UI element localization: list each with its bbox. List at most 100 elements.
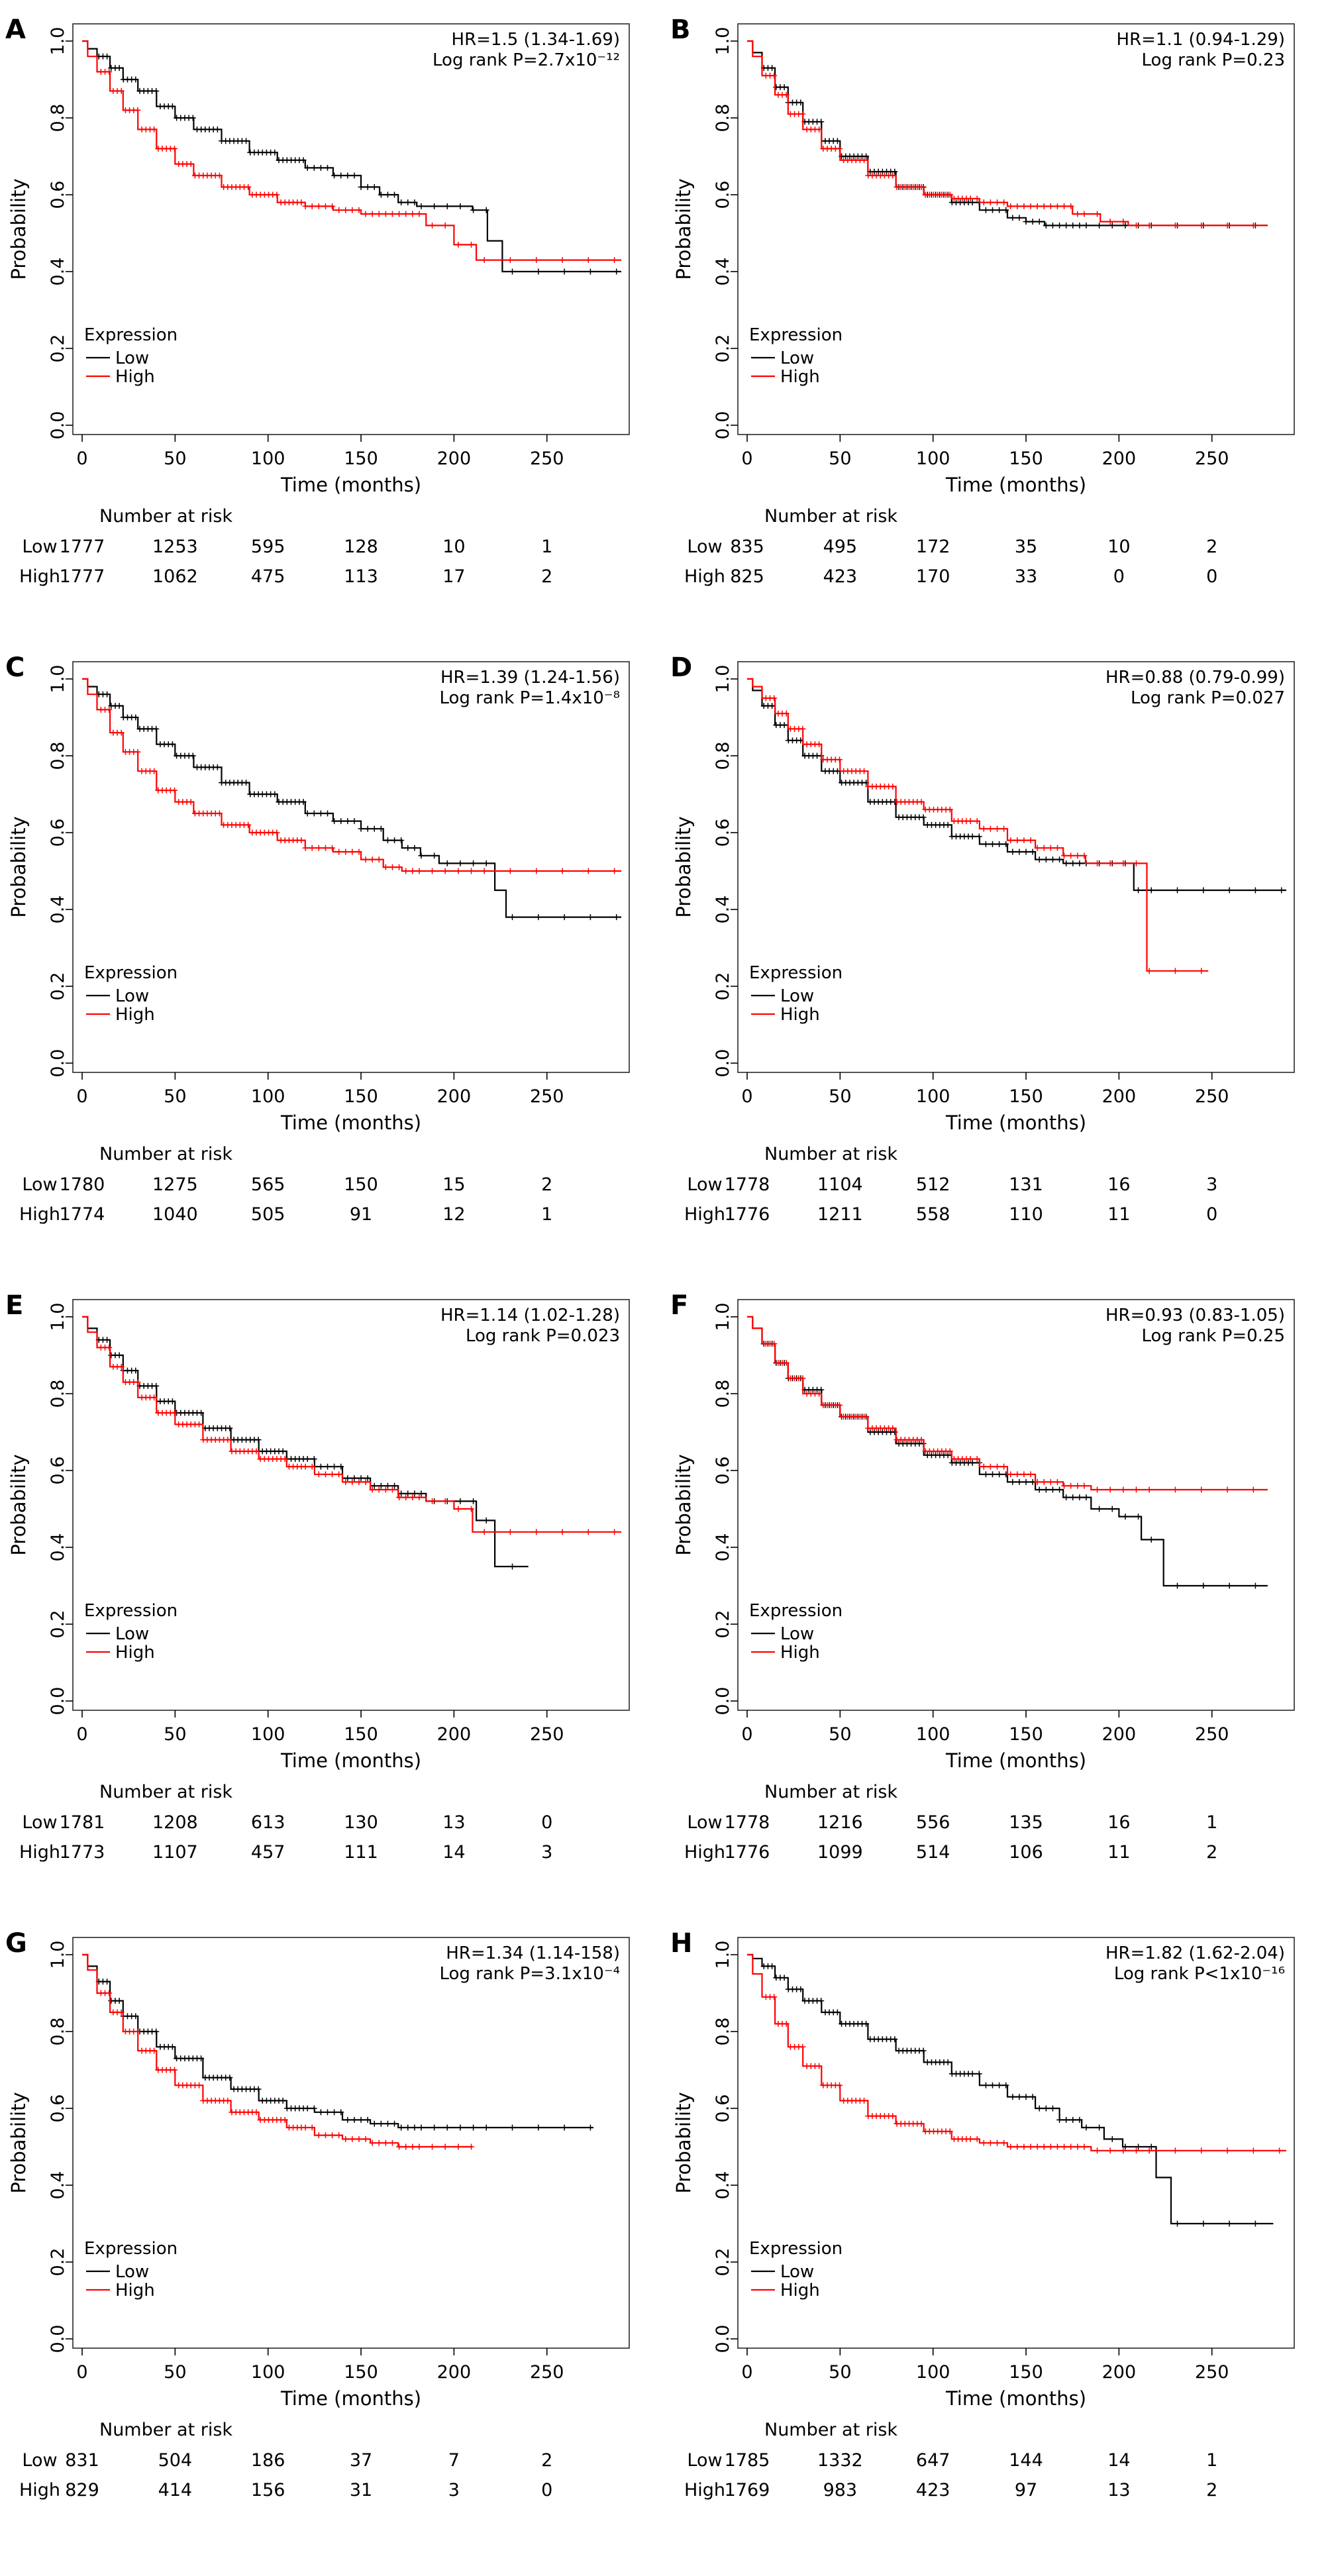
panel-C: C 0.0 0.2 0.4 0.6 0.8 1.0 Probability 0 50 100 150 2… <box>0 647 665 1273</box>
x-tick-label: 200 <box>437 1086 472 1107</box>
risk-value: 15 <box>442 1174 465 1195</box>
y-tick-label: 0.6 <box>48 181 68 209</box>
x-tick-label: 50 <box>829 1724 851 1745</box>
risk-value: 3 <box>448 2480 460 2500</box>
x-axis: 0 50 100 150 200 250 Time (months) <box>76 1710 564 1772</box>
x-tick-label: 250 <box>1195 1724 1229 1745</box>
x-tick-label: 0 <box>741 1724 752 1745</box>
censor-marks-high <box>762 1994 1283 2154</box>
x-axis-label: Time (months) <box>945 1749 1086 1772</box>
risk-value: 10 <box>1107 537 1130 557</box>
km-curve-low <box>82 1315 529 1568</box>
y-tick-label: 0.8 <box>713 1380 733 1408</box>
y-axis-label: Probability <box>672 816 695 917</box>
risk-value: 16 <box>1107 1174 1130 1195</box>
legend-title: Expression <box>749 325 843 345</box>
km-curve-high <box>747 678 1209 972</box>
km-curve-low <box>747 1315 1268 1587</box>
x-tick-label: 150 <box>344 448 378 469</box>
risk-value: 558 <box>916 1204 950 1225</box>
y-tick-label: 0.6 <box>713 181 733 209</box>
legend-label-low: Low <box>780 2262 814 2282</box>
y-tick-label: 0.4 <box>713 258 733 286</box>
logrank-text: Log rank P=0.027 <box>1131 688 1285 708</box>
risk-value: 1776 <box>725 1842 770 1863</box>
panel-A: A 0.0 0.2 0.4 0.6 0.8 1.0 Probability 0 50 100 150 2… <box>0 9 665 635</box>
risk-row-label: High <box>19 1842 60 1863</box>
risk-header: Number at risk <box>764 1782 897 1802</box>
risk-value: 1253 <box>152 537 198 557</box>
risk-value: 613 <box>251 1812 285 1833</box>
y-tick-label: 0.6 <box>48 2094 68 2123</box>
risk-table: Number at risk Low 1778 1216 556 135 16 1 High17… <box>684 1782 1217 1863</box>
y-tick-label: 1.0 <box>48 27 68 56</box>
risk-row-label: High <box>19 566 60 587</box>
plot-box <box>737 661 1295 1073</box>
censor-marks-high <box>97 706 618 874</box>
risk-table: Number at risk Low 1780 1275 565 150 15 2 High17… <box>19 1144 552 1225</box>
risk-value: 14 <box>1107 2450 1130 2471</box>
x-tick-label: 200 <box>1102 448 1137 469</box>
legend-label-low: Low <box>115 348 149 368</box>
legend-label-low: Low <box>780 1624 814 1644</box>
km-curve-low <box>82 678 621 918</box>
hr-text: HR=1.34 (1.14-158) <box>446 1943 620 1963</box>
risk-value: 7 <box>448 2450 460 2471</box>
risk-row-label: High <box>684 1842 725 1863</box>
x-tick-label: 200 <box>1102 1086 1137 1107</box>
risk-table: Number at risk Low 1785 1332 647 144 14 1 High17… <box>684 2420 1217 2500</box>
censor-marks-high <box>762 1341 1256 1493</box>
x-axis: 0 50 100 150 200 250 Time (months) <box>76 1072 564 1134</box>
hr-text: HR=1.82 (1.62-2.04) <box>1105 1943 1285 1963</box>
hr-text: HR=1.14 (1.02-1.28) <box>440 1306 620 1325</box>
risk-value: 170 <box>916 566 950 587</box>
risk-value: 2 <box>541 2450 552 2471</box>
risk-value: 835 <box>730 537 764 557</box>
x-tick-label: 50 <box>164 1086 186 1107</box>
risk-value: 31 <box>350 2480 372 2500</box>
hr-text: HR=0.93 (0.83-1.05) <box>1105 1306 1285 1325</box>
risk-value: 495 <box>823 537 858 557</box>
x-tick-label: 50 <box>829 1086 851 1107</box>
risk-value: 2 <box>541 1174 552 1195</box>
risk-row-label: High <box>684 566 725 587</box>
risk-row-label: Low <box>687 2450 722 2471</box>
x-tick-label: 50 <box>164 448 186 469</box>
risk-row-label: Low <box>687 537 722 557</box>
panel-letter-C: C <box>5 652 25 683</box>
x-axis: 0 50 100 150 200 250 Time (months) <box>741 2348 1229 2410</box>
x-tick-label: 100 <box>916 1724 950 1745</box>
risk-value: 150 <box>344 1174 378 1195</box>
x-tick-label: 50 <box>829 2362 851 2383</box>
risk-header: Number at risk <box>99 1782 232 1802</box>
risk-value: 1040 <box>152 1204 198 1225</box>
risk-value: 1778 <box>725 1812 770 1833</box>
x-axis: 0 50 100 150 200 250 Time (months) <box>741 1710 1229 1772</box>
y-tick-label: 1.0 <box>713 27 733 56</box>
x-tick-label: 100 <box>916 448 950 469</box>
y-tick-label: 0.2 <box>48 1610 68 1639</box>
y-axis-label: Probability <box>672 178 695 280</box>
legend-label-high: High <box>780 1005 820 1025</box>
y-axis: 0.0 0.2 0.4 0.6 0.8 1.0 Probability <box>672 27 738 439</box>
y-tick-label: 0.4 <box>48 1533 68 1562</box>
risk-value: 647 <box>916 2450 950 2471</box>
risk-value: 135 <box>1009 1812 1043 1833</box>
y-tick-label: 0.6 <box>48 1457 68 1485</box>
risk-value: 0 <box>541 2480 552 2500</box>
x-axis: 0 50 100 150 200 250 Time (months) <box>76 435 564 496</box>
logrank-text: Log rank P=0.23 <box>1142 50 1285 70</box>
x-tick-label: 250 <box>1195 2362 1229 2383</box>
risk-value: 1062 <box>152 566 198 587</box>
risk-value: 12 <box>442 1204 465 1225</box>
km-curve-low <box>82 1953 593 2129</box>
risk-value: 0 <box>1206 566 1217 587</box>
y-tick-label: 0.2 <box>48 972 68 1001</box>
plot-box <box>72 23 630 435</box>
legend-title: Expression <box>84 1601 178 1621</box>
km-plot-A: A 0.0 0.2 0.4 0.6 0.8 1.0 Probability 0 50 100 150 2… <box>5 15 630 587</box>
x-axis-label: Time (months) <box>945 474 1086 496</box>
risk-row-low: Low 1785 1332 647 144 14 1 <box>687 2450 1217 2471</box>
